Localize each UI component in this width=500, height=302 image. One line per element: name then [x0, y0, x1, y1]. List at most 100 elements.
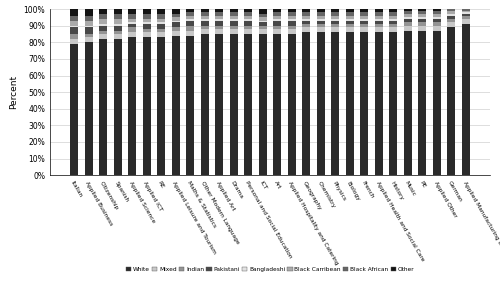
- Bar: [258, 29, 266, 34]
- Bar: [157, 37, 165, 175]
- Bar: [128, 32, 136, 37]
- Bar: [390, 32, 398, 175]
- Bar: [215, 29, 223, 34]
- Bar: [390, 16, 398, 19]
- Bar: [244, 19, 252, 21]
- Bar: [288, 21, 296, 26]
- Bar: [258, 34, 266, 175]
- Bar: [302, 9, 310, 12]
- Bar: [244, 16, 252, 19]
- Bar: [157, 22, 165, 24]
- Bar: [70, 21, 78, 26]
- Bar: [172, 36, 179, 175]
- Bar: [70, 39, 78, 44]
- Bar: [360, 27, 368, 32]
- Bar: [114, 26, 122, 31]
- Bar: [390, 27, 398, 32]
- Bar: [375, 24, 383, 27]
- Bar: [70, 26, 78, 27]
- Bar: [390, 12, 398, 16]
- Bar: [70, 34, 78, 39]
- Bar: [142, 24, 150, 29]
- Bar: [114, 34, 122, 39]
- Bar: [404, 19, 412, 22]
- Bar: [172, 21, 179, 22]
- Bar: [360, 24, 368, 27]
- Bar: [186, 36, 194, 175]
- Bar: [404, 7, 412, 11]
- Bar: [317, 24, 325, 27]
- Bar: [302, 24, 310, 27]
- Bar: [142, 29, 150, 32]
- Bar: [448, 14, 456, 16]
- Bar: [157, 9, 165, 14]
- Bar: [99, 39, 107, 175]
- Bar: [230, 21, 237, 26]
- Bar: [375, 16, 383, 19]
- Bar: [418, 31, 426, 175]
- Bar: [274, 29, 281, 34]
- Bar: [274, 19, 281, 21]
- Bar: [84, 37, 92, 42]
- Bar: [70, 9, 78, 16]
- Bar: [244, 12, 252, 16]
- Bar: [404, 14, 412, 17]
- Bar: [99, 26, 107, 31]
- Bar: [244, 9, 252, 12]
- Bar: [84, 27, 92, 34]
- Bar: [462, 12, 470, 14]
- Bar: [142, 37, 150, 175]
- Bar: [114, 24, 122, 26]
- Bar: [448, 27, 456, 175]
- Bar: [346, 19, 354, 21]
- Bar: [302, 19, 310, 21]
- Bar: [258, 21, 266, 22]
- Bar: [433, 19, 441, 22]
- Bar: [404, 26, 412, 31]
- Bar: [84, 9, 92, 16]
- Bar: [244, 21, 252, 26]
- Bar: [288, 34, 296, 175]
- Bar: [258, 22, 266, 26]
- Bar: [172, 9, 179, 14]
- Bar: [142, 22, 150, 24]
- Bar: [274, 34, 281, 175]
- Bar: [346, 24, 354, 27]
- Bar: [128, 37, 136, 175]
- Bar: [462, 19, 470, 24]
- Bar: [462, 9, 470, 11]
- Bar: [215, 19, 223, 21]
- Bar: [172, 31, 179, 36]
- Bar: [332, 19, 340, 21]
- Y-axis label: Percent: Percent: [9, 75, 18, 109]
- Bar: [157, 24, 165, 29]
- Bar: [332, 24, 340, 27]
- Bar: [302, 16, 310, 19]
- Bar: [200, 12, 208, 16]
- Bar: [332, 9, 340, 12]
- Bar: [258, 26, 266, 29]
- Bar: [128, 9, 136, 14]
- Bar: [186, 9, 194, 12]
- Bar: [230, 34, 237, 175]
- Bar: [172, 14, 179, 17]
- Bar: [128, 24, 136, 27]
- Bar: [186, 16, 194, 19]
- Bar: [84, 16, 92, 21]
- Bar: [448, 16, 456, 19]
- Bar: [200, 19, 208, 21]
- Bar: [462, 16, 470, 19]
- Bar: [433, 17, 441, 19]
- Bar: [404, 17, 412, 19]
- Bar: [230, 12, 237, 16]
- Bar: [346, 27, 354, 32]
- Bar: [317, 21, 325, 24]
- Bar: [215, 12, 223, 16]
- Bar: [433, 14, 441, 17]
- Bar: [128, 14, 136, 19]
- Bar: [390, 9, 398, 12]
- Bar: [186, 19, 194, 21]
- Bar: [230, 9, 237, 12]
- Bar: [258, 14, 266, 17]
- Bar: [360, 32, 368, 175]
